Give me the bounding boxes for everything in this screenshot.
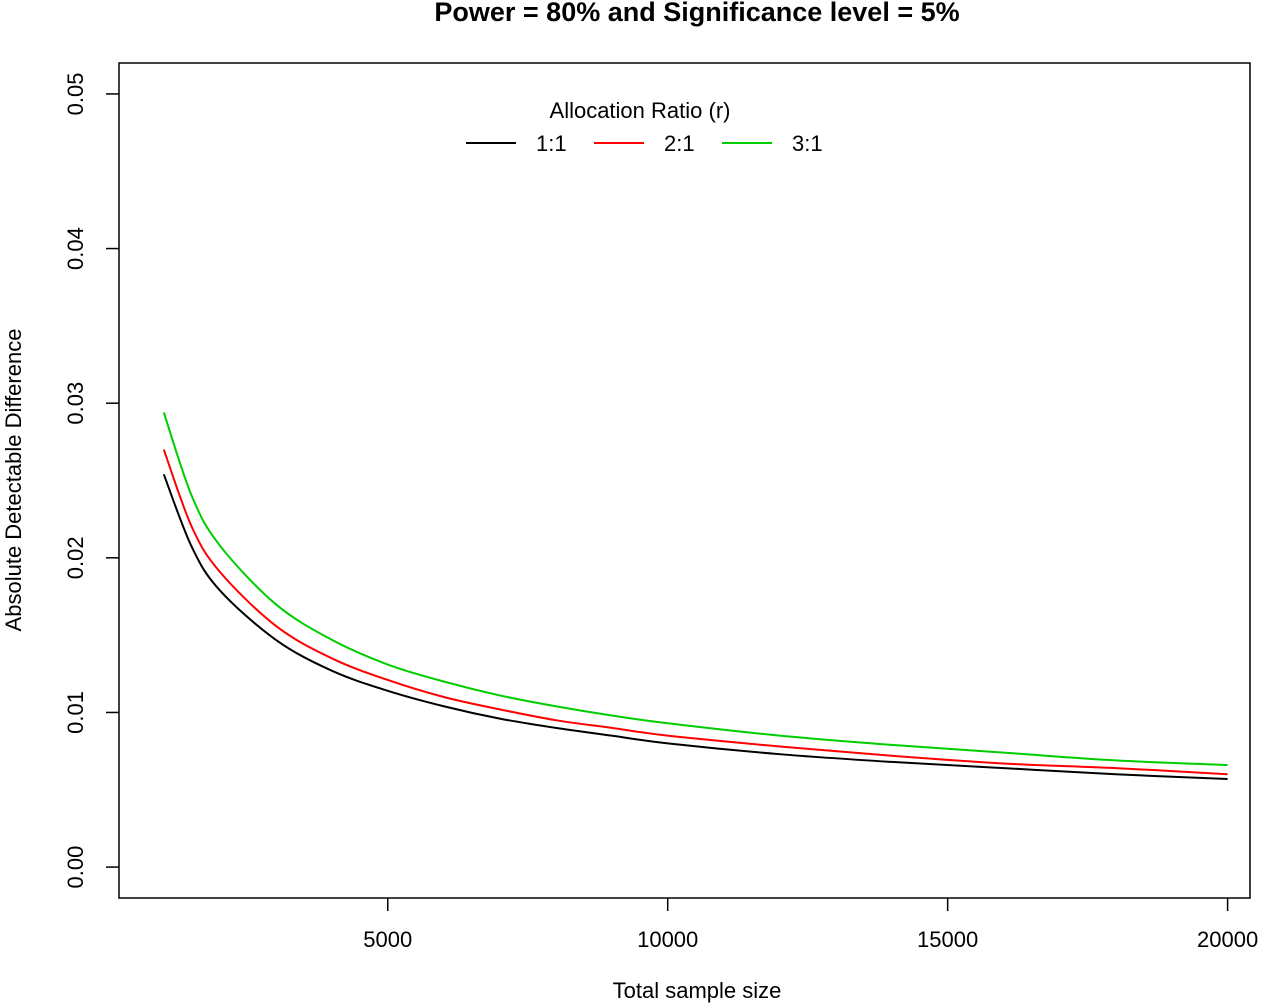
series-line-1 bbox=[162, 473, 1228, 780]
legend-title: Allocation Ratio (r) bbox=[550, 98, 731, 123]
series-layer bbox=[162, 412, 1228, 780]
x-tick-label: 15000 bbox=[917, 927, 978, 952]
legend-items: 1:1 2:1 3:1 bbox=[466, 131, 823, 156]
plot-frame bbox=[118, 62, 1251, 899]
y-tick-label: 0.05 bbox=[63, 73, 88, 116]
y-tick-label: 0.00 bbox=[63, 846, 88, 889]
chart-title: Power = 80% and Significance level = 5% bbox=[434, 0, 959, 27]
y-tick-label: 0.04 bbox=[63, 227, 88, 270]
y-axis-label: Absolute Detectable Difference bbox=[1, 329, 26, 632]
x-axis-label: Total sample size bbox=[613, 978, 782, 1003]
series-line-2 bbox=[162, 449, 1228, 776]
legend-entry-label: 1:1 bbox=[536, 131, 567, 156]
y-tick-label: 0.02 bbox=[63, 536, 88, 579]
x-axis: 5000 10000 15000 20000 bbox=[363, 898, 1258, 952]
x-tick-label: 20000 bbox=[1197, 927, 1258, 952]
legend-entry-label: 2:1 bbox=[664, 131, 695, 156]
x-tick-label: 10000 bbox=[637, 927, 698, 952]
y-tick-label: 0.01 bbox=[63, 691, 88, 734]
series-line-3 bbox=[162, 412, 1228, 767]
y-axis: 0.00 0.01 0.02 0.03 0.04 0.05 bbox=[63, 73, 119, 889]
x-tick-label: 5000 bbox=[363, 927, 412, 952]
legend: Allocation Ratio (r) 1:1 2:1 3:1 bbox=[466, 98, 823, 156]
legend-entry-label: 3:1 bbox=[792, 131, 823, 156]
y-tick-label: 0.03 bbox=[63, 382, 88, 425]
